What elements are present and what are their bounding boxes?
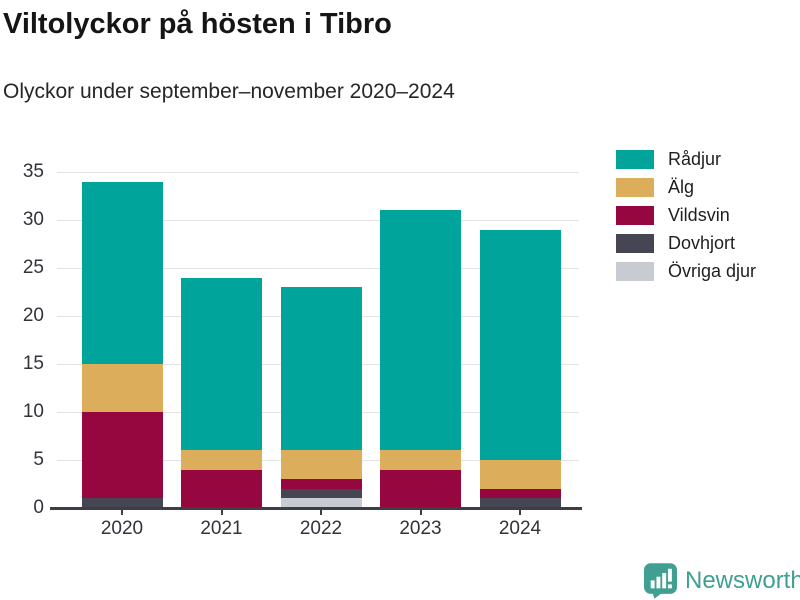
x-axis-tick-label: 2021 [200,518,243,539]
bar-segment--lg [479,460,561,489]
bar-segment-r-djur [280,287,362,451]
bar-segment-r-djur [380,210,461,451]
x-axis-tick-label: 2024 [498,518,542,539]
brand-footer: Newsworthy [644,563,800,599]
x-axis-tick-label: 2022 [299,518,343,539]
legend-swatch [616,150,654,169]
legend-item-dovhjort: Dovhjort [616,233,756,253]
bar-segment-vildsvin [81,412,163,499]
legend-item--vriga-djur: Övriga djur [616,261,757,281]
x-axis-tick [121,508,123,515]
x-axis-tick-label: 2020 [100,518,144,539]
y-gridline [57,171,579,173]
bar-segment-vildsvin [280,479,362,489]
y-axis-tick-label: 25 [22,257,44,278]
x-axis-line [50,507,582,510]
bar-segment-vildsvin [479,488,561,499]
legend-item--lg: Älg [616,177,756,197]
bar-segment-dovhjort [81,498,163,508]
bar-segment-vildsvin [181,469,262,508]
bar-segment--lg [380,450,461,470]
legend-item-r-djur: Rådjur [616,149,756,169]
legend-label: Vildsvin [668,205,730,225]
bar-segment--vriga-djur [280,498,362,508]
page-subtitle: Olyckor under september–november 2020–20… [3,80,455,103]
page-title: Viltolyckor på hösten i Tibro [3,8,392,40]
x-axis-tick [320,508,322,515]
bar-segment-dovhjort [280,488,362,499]
bar-segment-r-djur [81,181,163,364]
legend-swatch [616,262,654,281]
bar-segment--lg [81,364,163,412]
bar-segment-dovhjort [479,498,561,508]
bar-segment--lg [181,450,262,470]
y-axis-tick-label: 0 [33,497,44,518]
y-axis-tick-label: 5 [33,449,44,470]
legend-label: Dovhjort [668,233,736,253]
bar-segment-r-djur [479,229,561,460]
y-axis-tick-label: 30 [22,209,44,230]
legend-swatch [616,178,654,197]
newsworthy-logo-icon [644,563,677,599]
legend-label: Rådjur [668,149,722,169]
legend-swatch [616,206,654,225]
legend-item-vildsvin: Vildsvin [616,205,756,225]
y-axis-tick-label: 20 [22,305,44,326]
chart-legend: Rådjur Älg Vildsvin Dovhjort Övriga djur [616,149,757,290]
brand-name: Newsworthy [685,567,800,594]
bar-segment--lg [280,450,362,480]
x-axis-tick [220,508,223,515]
y-axis-tick-label: 15 [22,353,44,374]
x-axis-tick [519,508,521,515]
y-axis-tick-label: 10 [22,401,44,422]
bar-segment-vildsvin [380,469,461,508]
bar-segment-r-djur [181,277,262,451]
legend-label: Övriga djur [668,261,757,281]
y-gridline [57,267,579,269]
y-gridline [57,219,579,221]
x-axis-tick-label: 2023 [399,518,442,539]
legend-label: Älg [668,177,695,197]
legend-swatch [616,234,654,253]
x-axis-tick [419,508,422,515]
y-axis-tick-label: 35 [22,161,44,182]
